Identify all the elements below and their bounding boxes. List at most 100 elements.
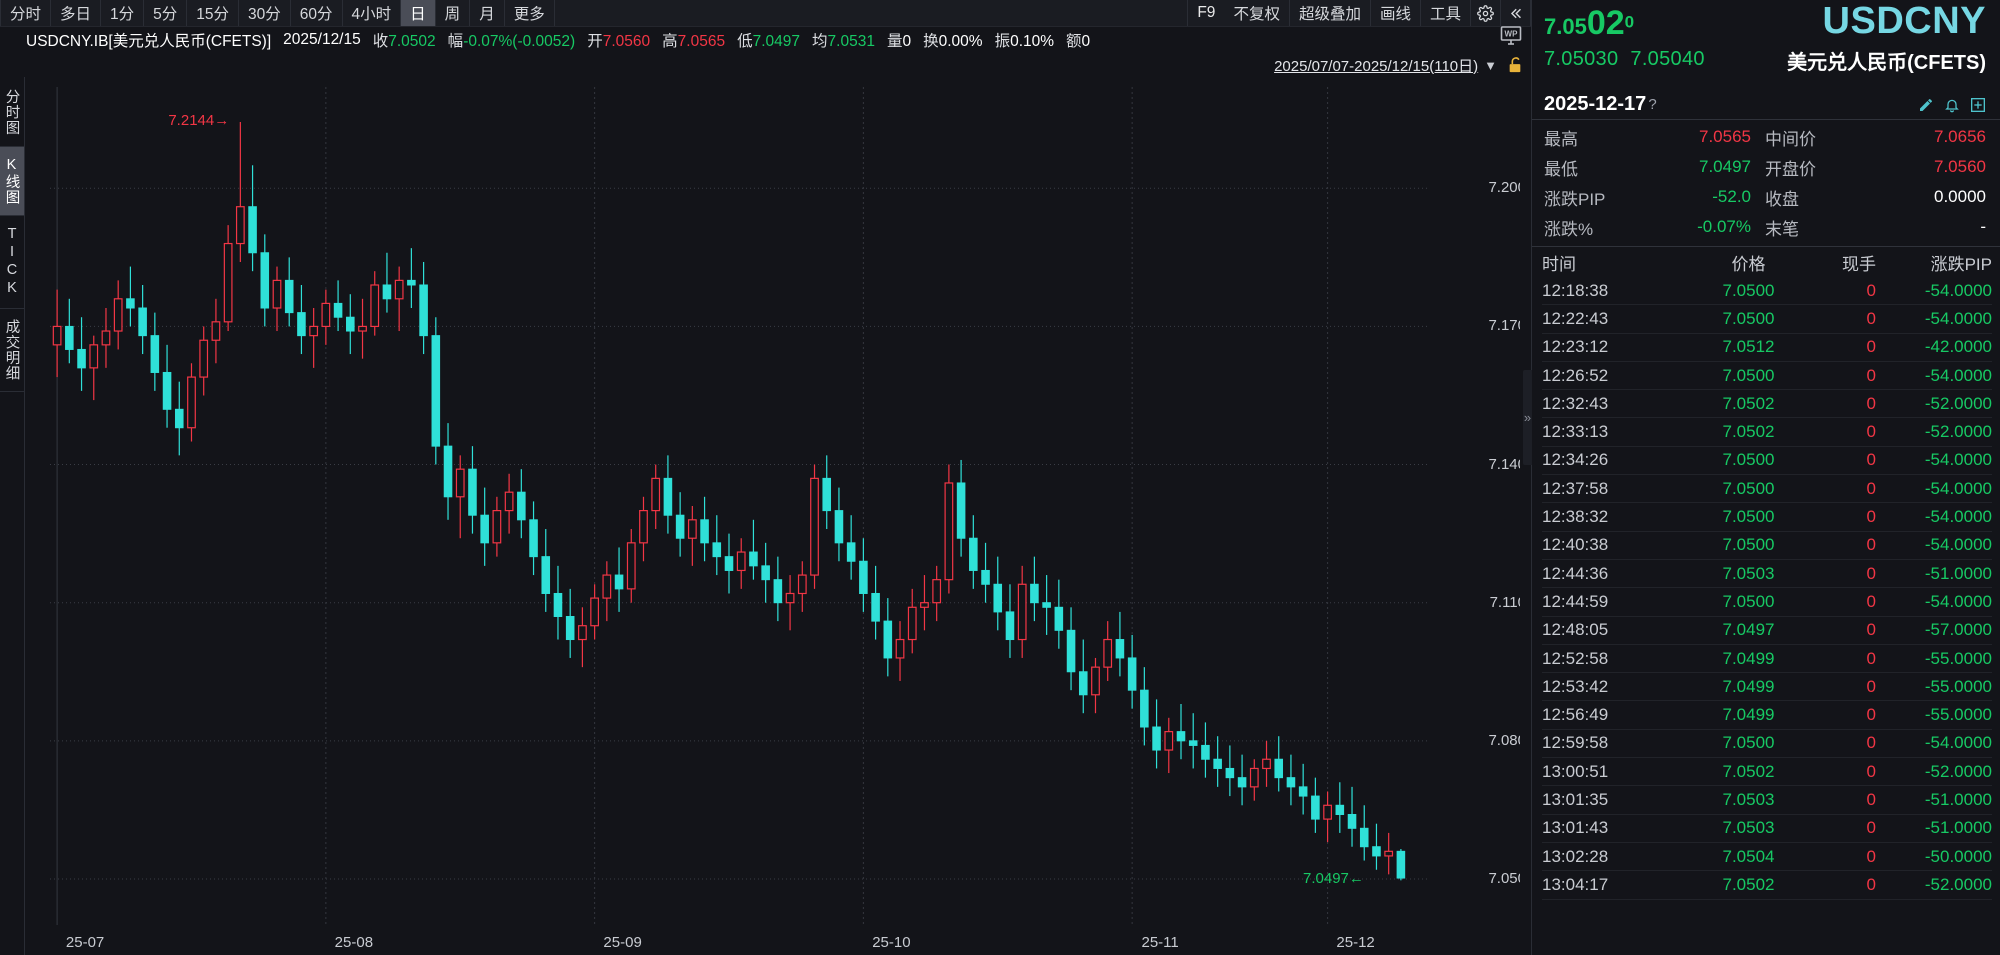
tick-table[interactable]: 时间 价格 现手 涨跌PIP 12:18:38 7.0500 0 -54.0000 12… xyxy=(1532,247,2000,955)
view-tab-3[interactable]: 成交明细 xyxy=(0,309,24,392)
period-tab-0[interactable]: 分时 xyxy=(0,0,52,26)
period-tab-11[interactable]: 更多 xyxy=(505,0,555,26)
panel-splitter[interactable] xyxy=(1520,77,1531,955)
tick-row[interactable]: 12:44:36 7.0503 0 -51.0000 xyxy=(1542,560,1992,589)
tick-row[interactable]: 12:52:58 7.0499 0 -55.0000 xyxy=(1542,645,1992,674)
view-tab-1[interactable]: K线图 xyxy=(0,146,24,216)
tick-price: 7.0500 xyxy=(1722,507,1775,527)
tick-row[interactable]: 12:34:26 7.0500 0 -54.0000 xyxy=(1542,447,1992,476)
toolbar-item-超级叠加[interactable]: 超级叠加 xyxy=(1290,0,1371,26)
toolbar-item-工具[interactable]: 工具 xyxy=(1421,0,1471,26)
tick-price: 7.0502 xyxy=(1722,393,1775,413)
tick-time: 12:22:43 xyxy=(1542,308,1609,328)
tick-price: 7.0503 xyxy=(1722,563,1775,583)
period-tab-1[interactable]: 多日 xyxy=(51,0,102,26)
tick-time: 12:48:05 xyxy=(1542,620,1609,640)
tick-price: 7.0500 xyxy=(1722,450,1775,470)
last-price: 7.05020 xyxy=(1544,6,1717,40)
stat-label: 收盘 xyxy=(1765,189,1799,209)
period-tab-10[interactable]: 月 xyxy=(470,0,505,26)
toolbar-item-F9[interactable]: F9 xyxy=(1187,0,1224,26)
th-volume: 现手 xyxy=(1842,254,1876,274)
tick-rows: 12:18:38 7.0500 0 -54.0000 12:22:43 7.0500 0 -5… xyxy=(1542,277,1992,900)
tick-row[interactable]: 13:01:43 7.0503 0 -51.0000 xyxy=(1542,815,1992,843)
tick-row[interactable]: 13:01:35 7.0503 0 -51.0000 xyxy=(1542,786,1992,815)
quote-panel: » 7.05020 7.05030 7.05040 USDCNY 美元兑人民币(C… xyxy=(1523,0,2000,955)
tick-pip: -50.0000 xyxy=(1924,846,1992,866)
stat-value: 7.0497 xyxy=(1699,157,1751,176)
view-tab-2[interactable]: TICK xyxy=(0,216,24,309)
tick-pip: -54.0000 xyxy=(1924,591,1992,611)
tick-row[interactable]: 12:59:58 7.0500 0 -54.0000 xyxy=(1542,730,1992,759)
tick-row[interactable]: 13:02:28 7.0504 0 -50.0000 xyxy=(1542,843,1992,872)
tick-row[interactable]: 12:33:13 7.0502 0 -52.0000 xyxy=(1542,418,1992,447)
tick-volume: 0 xyxy=(1866,450,1876,470)
tick-row[interactable]: 13:00:51 7.0502 0 -52.0000 xyxy=(1542,758,1992,787)
chart-region: 分时 多日 1分 5分 15分 30分 60分 4小时日周月更多 F9 不复权 超级叠加 画线 工具 … xyxy=(0,0,1531,955)
tick-pip: -52.0000 xyxy=(1924,874,1992,894)
tick-row[interactable]: 12:48:05 7.0497 0 -57.0000 xyxy=(1542,617,1992,645)
tick-time: 12:34:26 xyxy=(1542,450,1609,470)
stat-value: 7.0565 xyxy=(1699,127,1751,146)
tick-time: 12:59:58 xyxy=(1542,733,1609,753)
tick-row[interactable]: 12:32:43 7.0502 0 -52.0000 xyxy=(1542,390,1992,419)
wp-monitor-icon[interactable]: WP xyxy=(1499,25,1523,52)
help-question-icon[interactable]: ? xyxy=(1648,96,1657,113)
period-tab-9[interactable]: 周 xyxy=(436,0,471,26)
tick-row[interactable]: 12:26:52 7.0500 0 -54.0000 xyxy=(1542,362,1992,391)
symbol-ticker: USDCNY xyxy=(1822,0,1986,42)
tick-row[interactable]: 13:04:17 7.0502 0 -52.0000 xyxy=(1542,871,1992,900)
chevron-down-icon[interactable]: ▼ xyxy=(1484,57,1497,73)
period-tab-7[interactable]: 4小时 xyxy=(343,0,402,26)
tick-pip: -54.0000 xyxy=(1924,365,1992,385)
panel-collapse-handle[interactable]: » xyxy=(1523,370,1532,465)
volume-value: 0 xyxy=(902,33,912,50)
tick-table-header: 时间 价格 现手 涨跌PIP xyxy=(1542,247,1992,277)
unlock-icon[interactable] xyxy=(1507,56,1523,74)
bell-icon[interactable] xyxy=(1944,97,1960,113)
toolbar-item-不复权[interactable]: 不复权 xyxy=(1224,0,1290,26)
tick-time: 12:40:38 xyxy=(1542,535,1609,555)
period-tab-5[interactable]: 30分 xyxy=(239,0,291,26)
tick-time: 13:01:43 xyxy=(1542,818,1609,838)
tick-row[interactable]: 12:40:38 7.0500 0 -54.0000 xyxy=(1542,532,1992,560)
view-tab-0[interactable]: 分时图 xyxy=(0,79,24,147)
tick-row[interactable]: 12:22:43 7.0500 0 -54.0000 xyxy=(1542,305,1992,334)
tick-row[interactable]: 12:38:32 7.0500 0 -54.0000 xyxy=(1542,503,1992,532)
edit-pencil-icon[interactable] xyxy=(1918,97,1934,113)
stat-value: 7.0560 xyxy=(1934,157,1986,176)
stat-value: 7.0656 xyxy=(1934,127,1986,146)
tick-row[interactable]: 12:53:42 7.0499 0 -55.0000 xyxy=(1542,673,1992,702)
period-tab-3[interactable]: 5分 xyxy=(144,0,188,26)
tick-row[interactable]: 12:44:59 7.0500 0 -54.0000 xyxy=(1542,588,1992,617)
tick-row[interactable]: 12:56:49 7.0499 0 -55.0000 xyxy=(1542,701,1992,730)
tick-volume: 0 xyxy=(1866,676,1876,696)
date-range-text[interactable]: 2025/07/07-2025/12/15(110日) xyxy=(1274,57,1479,75)
tick-pip: -54.0000 xyxy=(1924,450,1992,470)
time-tick-label-2: 25-09 xyxy=(603,934,642,951)
stat-cell: 涨跌% -0.07% xyxy=(1544,215,1765,240)
toolbar-item-画线[interactable]: 画线 xyxy=(1371,0,1421,26)
tick-row[interactable]: 12:18:38 7.0500 0 -54.0000 xyxy=(1542,277,1992,306)
collapse-left-icon[interactable] xyxy=(1501,0,1531,26)
period-tab-2[interactable]: 1分 xyxy=(101,0,145,26)
tick-pip: -51.0000 xyxy=(1924,789,1992,809)
period-tab-6[interactable]: 60分 xyxy=(291,0,343,26)
tick-volume: 0 xyxy=(1866,308,1876,328)
candlestick-plot[interactable]: 7.200 7.170 7.140 7.110 7.080 7.050 25-07 25-0… xyxy=(25,77,1531,955)
view-mode-tabs: 分时图 K线图 TICK 成交明细 xyxy=(0,77,25,955)
time-tick-label-0: 25-07 xyxy=(65,934,105,951)
stat-label: 最低 xyxy=(1544,159,1578,179)
gear-icon[interactable] xyxy=(1471,0,1501,26)
tick-row[interactable]: 12:37:58 7.0500 0 -54.0000 xyxy=(1542,475,1992,504)
tick-volume: 0 xyxy=(1866,705,1876,725)
add-plus-icon[interactable] xyxy=(1970,97,1986,113)
period-tab-8[interactable]: 日 xyxy=(401,0,436,26)
time-tick-label-1: 25-08 xyxy=(334,934,374,951)
tick-price: 7.0502 xyxy=(1722,874,1775,894)
period-tab-4[interactable]: 15分 xyxy=(187,0,240,26)
tick-pip: -54.0000 xyxy=(1924,308,1992,328)
tick-row[interactable]: 12:23:12 7.0512 0 -42.0000 xyxy=(1542,334,1992,362)
price-big: 02 xyxy=(1586,4,1625,42)
period-tab-group: 分时 多日 1分 5分 15分 30分 60分 4小时日周月更多 xyxy=(0,0,555,26)
